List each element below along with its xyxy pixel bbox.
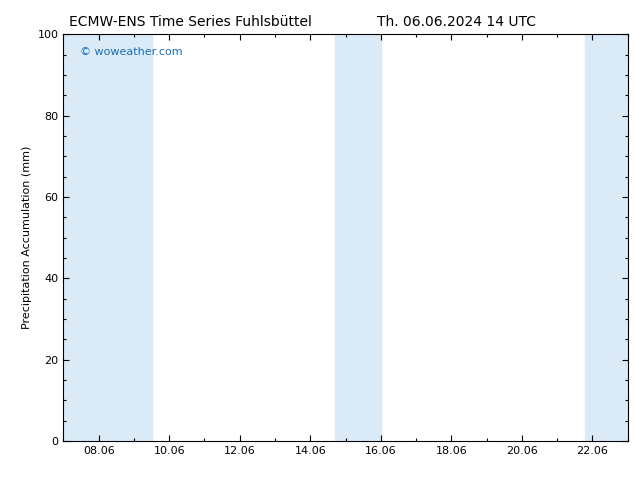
Bar	[63, 34, 152, 441]
Text: Th. 06.06.2024 14 UTC: Th. 06.06.2024 14 UTC	[377, 15, 536, 29]
Text: ECMW-ENS Time Series Fuhlsbüttel: ECMW-ENS Time Series Fuhlsbüttel	[68, 15, 312, 29]
Bar	[585, 34, 628, 441]
Y-axis label: Precipitation Accumulation (mm): Precipitation Accumulation (mm)	[22, 146, 32, 329]
Text: © woweather.com: © woweather.com	[81, 47, 183, 56]
Title: ECMW-ENS Time Series Fuhlsbüttel      Th. 06.06.2024 14 UTC: ECMW-ENS Time Series Fuhlsbüttel Th. 06.…	[0, 489, 1, 490]
Bar	[335, 34, 381, 441]
